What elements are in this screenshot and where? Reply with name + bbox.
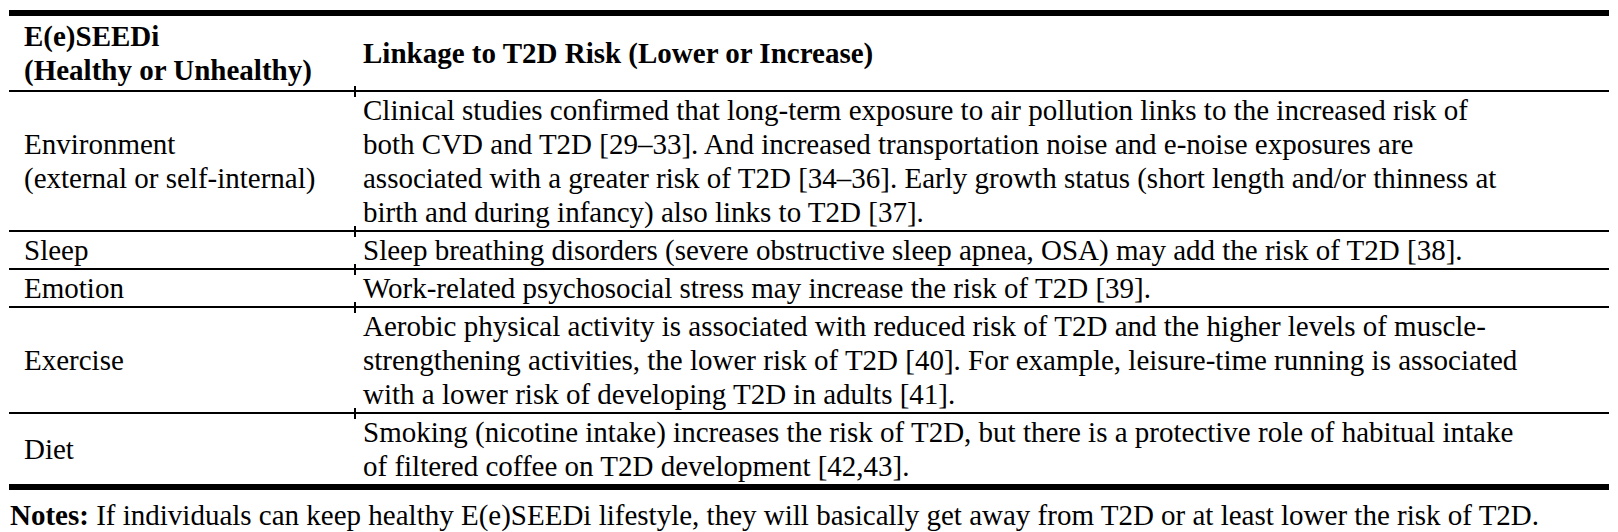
table-row: Environment(external or self-internal)Cl… — [9, 91, 1609, 231]
linkage-line: birth and during infancy) also links to … — [363, 195, 1609, 229]
header-cell-factor: E(e)SEEDi (Healthy or Unhealthy) — [9, 13, 355, 91]
header-row: E(e)SEEDi (Healthy or Unhealthy) Linkage… — [9, 13, 1609, 91]
header-cell-linkage: Linkage to T2D Risk (Lower or Increase) — [355, 13, 1609, 91]
linkage-line: Work-related psychosocial stress may inc… — [363, 271, 1609, 305]
linkage-line: associated with a greater risk of T2D [3… — [363, 161, 1609, 195]
eseedi-t2d-table: E(e)SEEDi (Healthy or Unhealthy) Linkage… — [9, 10, 1609, 490]
header-linkage-label: Linkage to T2D Risk (Lower or Increase) — [363, 36, 1609, 70]
linkage-line: Aerobic physical activity is associated … — [363, 309, 1609, 343]
linkage-line: Sleep breathing disorders (severe obstru… — [363, 233, 1609, 267]
table-row: EmotionWork-related psychosocial stress … — [9, 269, 1609, 307]
factor-cell: Emotion — [9, 269, 355, 307]
linkage-line: strengthening activities, the lower risk… — [363, 343, 1609, 377]
linkage-line: with a lower risk of developing T2D in a… — [363, 377, 1609, 411]
table-body: Environment(external or self-internal)Cl… — [9, 91, 1609, 487]
linkage-line: Clinical studies confirmed that long-ter… — [363, 93, 1609, 127]
linkage-cell: Work-related psychosocial stress may inc… — [355, 269, 1609, 307]
page: E(e)SEEDi (Healthy or Unhealthy) Linkage… — [0, 0, 1618, 532]
notes-text: If individuals can keep healthy E(e)SEED… — [89, 499, 1539, 531]
header-factor-line2: (Healthy or Unhealthy) — [24, 53, 355, 87]
factor-line: Exercise — [24, 343, 355, 377]
table-header: E(e)SEEDi (Healthy or Unhealthy) Linkage… — [9, 13, 1609, 91]
linkage-cell: Aerobic physical activity is associated … — [355, 307, 1609, 413]
table-row: ExerciseAerobic physical activity is ass… — [9, 307, 1609, 413]
factor-line: Sleep — [24, 233, 355, 267]
linkage-cell: Sleep breathing disorders (severe obstru… — [355, 231, 1609, 269]
factor-line: (external or self-internal) — [24, 161, 355, 195]
notes-label: Notes: — [10, 499, 89, 531]
factor-line: Diet — [24, 432, 355, 466]
linkage-line: of filtered coffee on T2D development [4… — [363, 449, 1609, 483]
factor-cell: Exercise — [9, 307, 355, 413]
factor-cell: Environment(external or self-internal) — [9, 91, 355, 231]
factor-line: Emotion — [24, 271, 355, 305]
table-notes: Notes: If individuals can keep healthy E… — [9, 490, 1609, 532]
factor-cell: Sleep — [9, 231, 355, 269]
table-row: DietSmoking (nicotine intake) increases … — [9, 413, 1609, 487]
linkage-cell: Clinical studies confirmed that long-ter… — [355, 91, 1609, 231]
table-row: SleepSleep breathing disorders (severe o… — [9, 231, 1609, 269]
linkage-cell: Smoking (nicotine intake) increases the … — [355, 413, 1609, 487]
header-factor-line1: E(e)SEEDi — [24, 19, 355, 53]
factor-cell: Diet — [9, 413, 355, 487]
linkage-line: Smoking (nicotine intake) increases the … — [363, 415, 1609, 449]
linkage-line: both CVD and T2D [29–33]. And increased … — [363, 127, 1609, 161]
factor-line: Environment — [24, 127, 355, 161]
